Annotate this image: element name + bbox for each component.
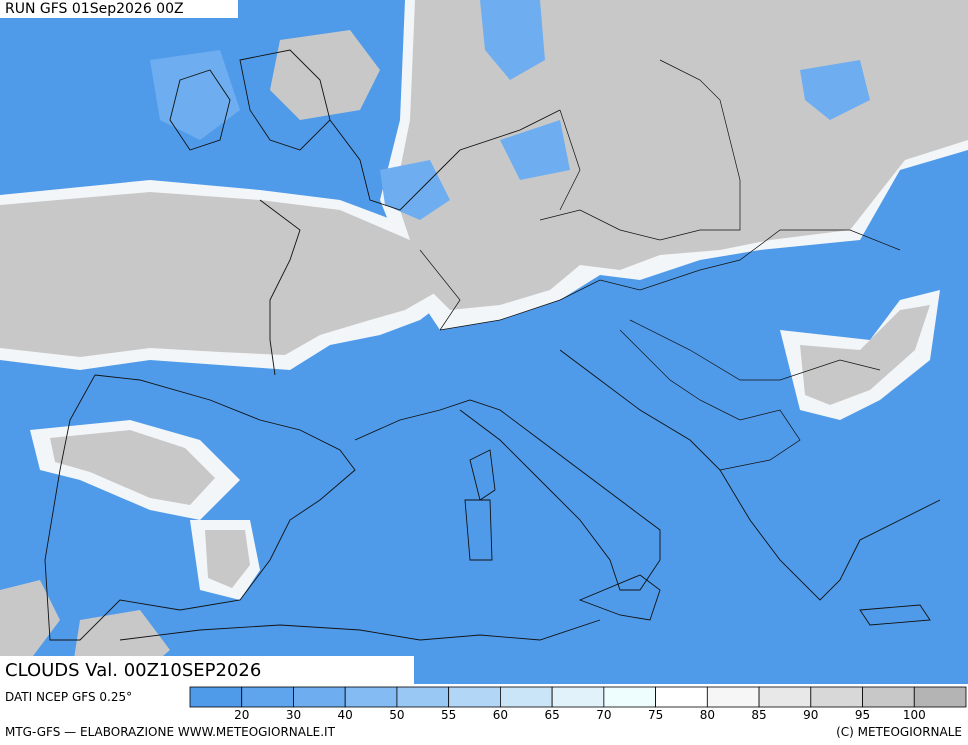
- borders: [419, 59, 901, 471]
- title-box: [0, 656, 414, 684]
- colorbar-tick-label: 100: [903, 708, 926, 722]
- colorbar-box: [706, 686, 760, 708]
- colorbar-box: [189, 686, 243, 708]
- colorbar-tick-label: 70: [596, 708, 611, 722]
- source-label: DATI NCEP GFS 0.25°: [5, 690, 132, 704]
- colorbar-tick-label: 30: [286, 708, 301, 722]
- colorbar-box: [655, 686, 708, 708]
- colorbar-box: [344, 686, 398, 708]
- colorbar-tick-label: 50: [389, 708, 404, 722]
- colorbar-tick-label: 75: [648, 708, 663, 722]
- colorbar-tick-label: 60: [493, 708, 508, 722]
- clear-patches: [150, 0, 870, 220]
- map: [0, 0, 968, 684]
- run-box: [0, 0, 238, 18]
- colorbar-tick-label: 90: [803, 708, 818, 722]
- colorbar-tick-label: 55: [441, 708, 456, 722]
- colorbar-box: [241, 686, 294, 708]
- colorbar-tick-label: 95: [855, 708, 870, 722]
- colorbar-box: [448, 686, 501, 708]
- colorbar-box: [499, 686, 553, 708]
- colorbar: 20 30 40 50 55 60 65 70 75 80 85 90 95 100: [189, 686, 967, 722]
- colorbar-box: [758, 686, 812, 708]
- colorbar-tick-label: 20: [234, 708, 249, 722]
- colorbar-box: [551, 686, 605, 708]
- footer-right: (C) METEOGIORNALE: [836, 725, 962, 739]
- colorbar-tick-label: 40: [338, 708, 353, 722]
- colorbar-box: [293, 686, 346, 708]
- colorbar-box: [396, 686, 450, 708]
- colorbar-box: [603, 686, 656, 708]
- colorbar-box: [862, 686, 915, 708]
- colorbar-tick-label: 85: [751, 708, 766, 722]
- colorbar-tick-label: 65: [544, 708, 559, 722]
- coastlines: [44, 49, 941, 641]
- map-title: CLOUDS Val. 00Z10SEP2026: [5, 660, 261, 681]
- colorbar-box: [913, 686, 967, 708]
- footer-left: MTG-GFS — ELABORAZIONE WWW.METEOGIORNALE…: [5, 725, 336, 739]
- colorbar-tick-label: 80: [700, 708, 715, 722]
- colorbar-box: [810, 686, 863, 708]
- run-label: RUN GFS 01Sep2026 00Z: [5, 1, 184, 17]
